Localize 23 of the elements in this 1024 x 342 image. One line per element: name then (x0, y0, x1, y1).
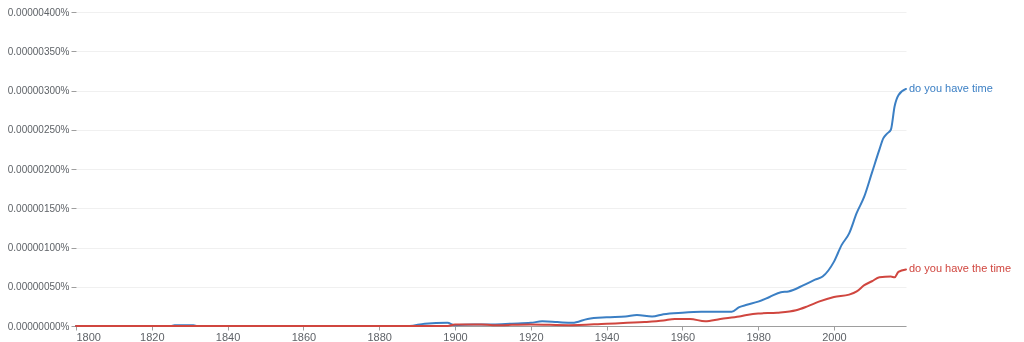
x-tick-label: 1860 (291, 330, 317, 342)
y-tick-label: 0.00000300% (7, 85, 70, 96)
y-tick-label: 0.00000050% (7, 281, 70, 293)
y-tick-label: 0.00000200% (7, 163, 70, 175)
y-tick-label: 0.00000250% (7, 124, 70, 136)
x-tick-label: 1840 (215, 330, 241, 342)
x-tick-label: 1960 (670, 330, 696, 342)
y-tick-label: 0.00000150% (7, 202, 70, 214)
y-tick-label: 0.00000350% (7, 45, 70, 57)
x-tick-label: 1980 (746, 330, 771, 342)
y-tick-label: 0.00000000% (7, 320, 70, 332)
y-tick-label: 0.00000100% (7, 242, 70, 253)
x-tick-label: 1940 (594, 330, 620, 342)
x-tick-label: 1920 (519, 330, 544, 342)
x-tick-label: 1900 (443, 330, 468, 342)
line-series (75, 268, 907, 327)
y-tick-label: 0.00000400% (7, 6, 70, 18)
series-label: do you have time (909, 81, 993, 94)
x-tick-label: 1800 (76, 330, 101, 342)
x-tick-label: 2000 (822, 330, 847, 342)
series-label: do you have the time (909, 262, 1012, 275)
x-tick-label: 1880 (367, 330, 392, 342)
x-tick-label: 1820 (140, 330, 165, 342)
